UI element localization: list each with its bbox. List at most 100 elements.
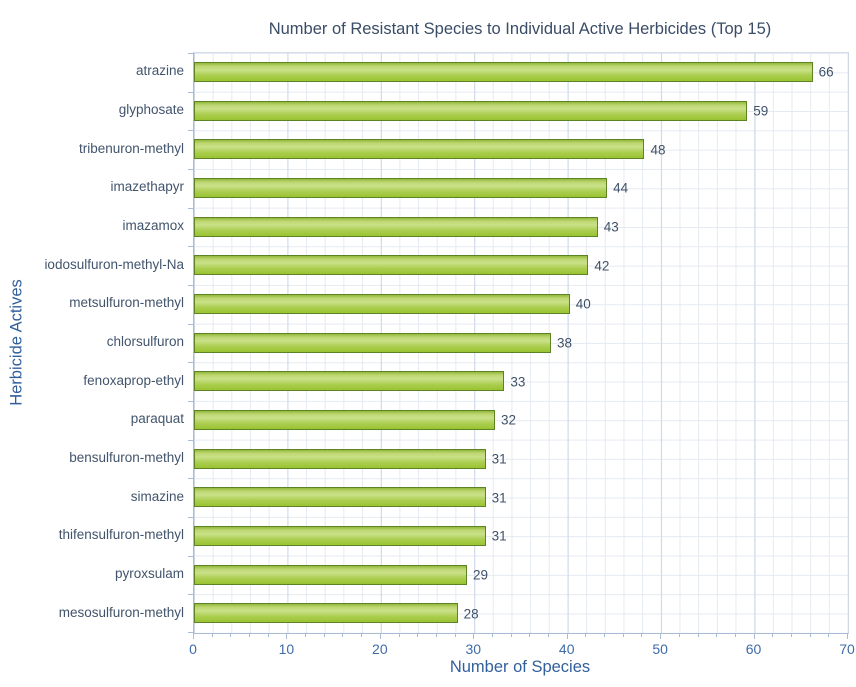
x-axis-tick	[417, 633, 419, 637]
y-axis-tick	[188, 439, 194, 441]
x-axis-tick	[604, 633, 606, 637]
x-tick-label: 40	[558, 641, 575, 657]
y-axis-tick	[188, 517, 194, 518]
y-axis-tick	[188, 169, 194, 170]
category-label: paraquat	[130, 411, 184, 427]
x-tick-label: 10	[278, 641, 295, 657]
y-axis-tick	[188, 362, 194, 364]
x-axis-tick	[529, 633, 531, 637]
x-tick-label: 20	[372, 641, 388, 657]
bar	[194, 332, 552, 353]
x-axis-tick	[267, 633, 269, 637]
x-axis-tick	[753, 633, 755, 639]
category-label: imazethapyr	[110, 179, 184, 195]
y-axis-tick	[188, 285, 194, 286]
x-axis-tick	[697, 633, 699, 637]
x-tick-label: 50	[652, 641, 668, 657]
bar	[194, 371, 505, 392]
value-label: 31	[491, 528, 507, 544]
x-axis-tick	[323, 633, 325, 637]
y-axis-tick	[188, 594, 194, 596]
category-label: bensulfuron-methyl	[69, 450, 184, 465]
value-label: 38	[557, 335, 573, 351]
category-label: metsulfuron-methyl	[69, 295, 184, 311]
x-tick-label: 70	[839, 641, 855, 657]
x-axis-tick	[641, 633, 643, 637]
value-label: 32	[500, 412, 516, 428]
x-axis-tick	[548, 633, 550, 637]
bar	[194, 139, 645, 160]
value-label: 29	[472, 567, 488, 583]
x-axis-tick	[716, 633, 718, 637]
value-label: 31	[491, 490, 507, 506]
bar	[194, 293, 570, 314]
bar	[194, 487, 486, 508]
x-axis-tick	[454, 633, 456, 637]
x-axis-tick	[622, 633, 624, 637]
x-axis-tick	[510, 633, 512, 637]
x-axis-title: Number of Species	[449, 658, 591, 676]
category-label: mesosulfuron-methyl	[58, 604, 184, 620]
x-axis-tick	[286, 633, 288, 639]
x-tick-label: 30	[465, 641, 482, 657]
x-axis-tick	[379, 633, 381, 639]
chart-title: Number of Resistant Species to Individua…	[268, 20, 772, 38]
bar	[194, 61, 813, 82]
category-label: pyroxsulam	[114, 566, 184, 581]
y-axis-tick	[188, 632, 194, 633]
value-label: 40	[575, 296, 591, 312]
x-axis-tick	[566, 633, 568, 639]
bar	[194, 525, 486, 546]
x-axis-tick	[342, 633, 344, 637]
y-axis-tick	[188, 207, 194, 209]
x-axis-tick	[435, 633, 437, 637]
value-label: 48	[650, 142, 666, 158]
x-axis-tick	[491, 633, 493, 637]
bar	[194, 177, 608, 198]
value-label: 42	[594, 258, 610, 274]
x-axis-tick	[230, 633, 232, 637]
category-label: imazamox	[122, 218, 184, 233]
x-axis-tick	[790, 633, 792, 637]
plot-area: 66 59 48 44 43 42 40 38 33 32 31 31 31 29 28	[188, 52, 849, 634]
bar	[194, 100, 748, 121]
category-label: chlorsulfuron	[106, 334, 184, 349]
x-tick-label: 60	[745, 641, 762, 657]
y-axis-tick	[188, 323, 194, 325]
x-axis-tick	[249, 633, 251, 637]
category-label: iodosulfuron-methyl-Na	[44, 256, 184, 272]
value-label: 59	[753, 103, 769, 119]
category-label: fenoxaprop-ethyl	[83, 372, 184, 388]
x-axis-tick	[193, 633, 194, 639]
bar	[194, 255, 589, 276]
category-label: glyphosate	[118, 102, 184, 117]
value-label: 28	[463, 606, 479, 622]
x-axis-tick	[660, 633, 662, 639]
y-axis-tick	[188, 478, 194, 480]
x-axis-tick	[847, 633, 848, 639]
y-axis-tick	[188, 401, 194, 402]
x-axis-tick	[305, 633, 307, 637]
y-axis-tick	[188, 130, 194, 132]
x-axis-tick	[772, 633, 774, 637]
value-label: 43	[603, 219, 619, 235]
y-axis-tick	[188, 91, 194, 93]
x-axis-tick	[473, 633, 475, 639]
value-label: 31	[491, 451, 507, 467]
y-axis-tick	[188, 246, 194, 248]
bar	[194, 216, 598, 237]
bar	[194, 603, 458, 624]
y-axis-tick	[188, 53, 194, 54]
x-axis-tick	[585, 633, 587, 637]
y-axis-tick	[188, 555, 194, 557]
category-label: simazine	[130, 488, 184, 504]
x-tick-label: 0	[189, 641, 197, 657]
value-label: 44	[613, 180, 629, 196]
category-label: atrazine	[135, 63, 184, 79]
x-axis-tick	[809, 633, 811, 637]
bar	[194, 409, 495, 430]
x-axis-tick	[734, 633, 736, 637]
value-label: 66	[818, 64, 834, 80]
value-label: 33	[510, 374, 526, 390]
